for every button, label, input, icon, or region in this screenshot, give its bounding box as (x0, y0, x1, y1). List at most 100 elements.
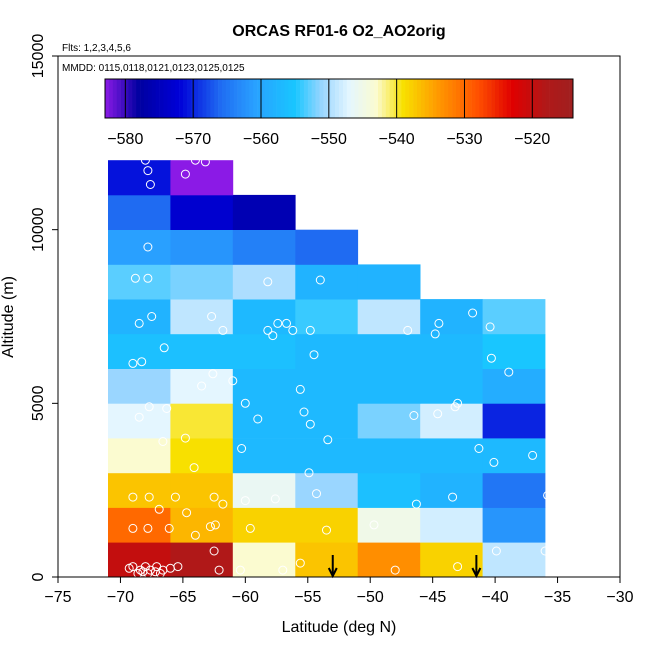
colorbar-segment (374, 79, 379, 118)
y-axis: 0 5000 10000 15000 (30, 34, 59, 581)
heatmap-cell (232, 333, 296, 369)
data-point (150, 567, 160, 577)
heatmap-cell (482, 403, 546, 439)
colorbar-segment (218, 79, 223, 118)
data-point (323, 435, 333, 445)
data-point (453, 562, 463, 572)
data-point (162, 404, 172, 413)
data-point (210, 520, 220, 530)
colorbar-segment (257, 79, 262, 118)
data-point (263, 277, 273, 287)
x-tick-label: −75 (44, 589, 71, 606)
colorbar-segment (112, 79, 117, 118)
heatmap-cell (357, 299, 421, 335)
heatmap-cell (295, 472, 359, 508)
colorbar-segment (136, 79, 141, 118)
data-point (548, 563, 558, 573)
heatmap-cell (295, 229, 359, 265)
data-point (288, 325, 298, 335)
colorbar-segment (526, 79, 531, 118)
data-point (485, 322, 495, 332)
heatmap-cell (232, 507, 296, 543)
colorbar-segment (249, 79, 254, 118)
colorbar-segment (159, 79, 164, 118)
colorbar-segment (385, 79, 390, 118)
colorbar-segment (202, 79, 207, 118)
data-point (154, 504, 164, 514)
data-point (218, 499, 228, 509)
colorbar-segment (210, 79, 215, 118)
data-point (159, 343, 169, 353)
data-point (235, 565, 245, 575)
heatmap-cell (420, 368, 483, 404)
data-point (545, 569, 555, 578)
colorbar-segment (350, 79, 355, 118)
heatmap-cell (170, 472, 234, 508)
data-point (305, 325, 315, 335)
colorbar-segment (401, 79, 406, 118)
colorbar-segment (151, 79, 156, 118)
colorbar-segment (303, 79, 309, 118)
colorbar-segment (280, 79, 285, 118)
colorbar-segment (206, 79, 211, 118)
data-point (543, 490, 553, 500)
data-point (309, 350, 319, 360)
heatmap-cell (420, 333, 483, 369)
heatmap-cell (420, 507, 483, 543)
heatmap-cell (108, 229, 171, 265)
colorbar-segment (553, 79, 558, 118)
data-point (237, 444, 247, 453)
colorbar-segment (116, 79, 121, 118)
colorbar-segment (222, 79, 227, 118)
y-tick-label: 10000 (30, 207, 47, 252)
data-point (433, 409, 443, 419)
colorbar-segment (229, 79, 234, 118)
data-point (214, 565, 224, 575)
data-point (282, 318, 291, 328)
data-point (369, 520, 379, 530)
colorbar-segment (487, 79, 492, 118)
colorbar-segment (261, 79, 266, 118)
x-tick-label: −55 (294, 589, 321, 606)
data-point (144, 492, 154, 502)
data-point (208, 369, 218, 379)
heatmap-cell (295, 507, 359, 543)
data-point (128, 358, 138, 368)
colorbar-segment (565, 79, 570, 118)
heatmap-cell (108, 299, 171, 335)
colorbar-segment (284, 79, 289, 118)
colorbar-segment (459, 79, 465, 118)
colorbar-segment (339, 79, 344, 118)
colorbar-segment (448, 79, 453, 118)
data-point (137, 357, 147, 367)
colorbar-segment (225, 79, 231, 118)
down-arrow (471, 555, 482, 579)
colorbar-segment (198, 79, 203, 118)
data-point (312, 489, 321, 499)
colorbar-segment (495, 79, 500, 118)
colorbar-segment (432, 79, 437, 118)
heatmap-cell (108, 333, 171, 369)
heatmap-cell (295, 368, 359, 404)
colorbar-segment (155, 79, 160, 118)
colorbar-segment (300, 79, 305, 118)
data-point (190, 155, 200, 165)
data-point (322, 525, 331, 535)
data-point (189, 463, 199, 473)
heatmap-cell (108, 194, 171, 230)
down-arrow (327, 555, 338, 579)
data-point (295, 384, 305, 394)
data-point (128, 562, 138, 572)
colorbar-segment (370, 79, 375, 118)
x-tick-label: −70 (107, 589, 134, 606)
heatmap-cell (170, 299, 234, 335)
colorbar-segment (362, 79, 367, 118)
data-point (253, 414, 263, 424)
colorbar-segment (545, 79, 550, 118)
data-point (180, 169, 190, 179)
colorbar-segment (147, 79, 153, 118)
heatmap-cell (295, 403, 359, 439)
colorbar-segment (467, 79, 472, 118)
heatmap-cell (482, 472, 546, 508)
colorbar-tick-label: −520 (514, 131, 550, 148)
